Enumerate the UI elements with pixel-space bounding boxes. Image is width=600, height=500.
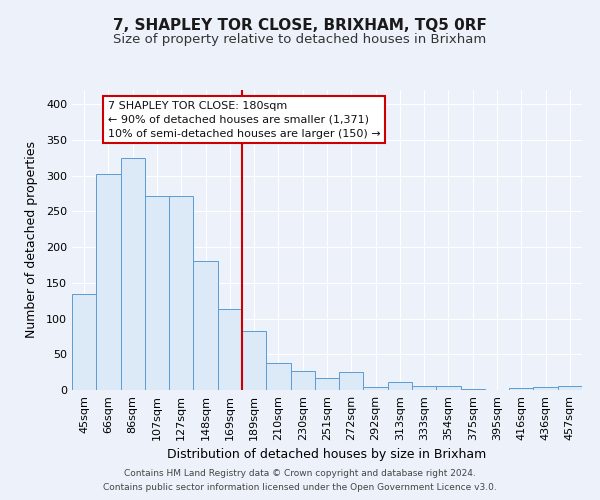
Bar (169, 196, 193, 390)
Bar (145, 196, 169, 390)
Bar (436, 386, 461, 390)
X-axis label: Distribution of detached houses by size in Brixham: Distribution of detached houses by size … (167, 448, 487, 462)
Bar (96, 174, 121, 390)
Bar (388, 382, 412, 390)
Bar (266, 363, 290, 390)
Bar (72, 294, 96, 390)
Bar (412, 386, 436, 390)
Bar (193, 260, 218, 390)
Text: 7 SHAPLEY TOR CLOSE: 180sqm
← 90% of detached houses are smaller (1,371)
10% of : 7 SHAPLEY TOR CLOSE: 180sqm ← 90% of det… (108, 100, 380, 138)
Bar (242, 330, 266, 390)
Text: Size of property relative to detached houses in Brixham: Size of property relative to detached ho… (113, 32, 487, 46)
Bar (533, 387, 558, 390)
Y-axis label: Number of detached properties: Number of detached properties (25, 142, 38, 338)
Bar (315, 378, 339, 390)
Bar (339, 372, 364, 390)
Text: 7, SHAPLEY TOR CLOSE, BRIXHAM, TQ5 0RF: 7, SHAPLEY TOR CLOSE, BRIXHAM, TQ5 0RF (113, 18, 487, 32)
Text: Contains public sector information licensed under the Open Government Licence v3: Contains public sector information licen… (103, 484, 497, 492)
Bar (218, 310, 242, 390)
Bar (558, 386, 582, 390)
Bar (364, 387, 388, 390)
Bar (509, 388, 533, 390)
Bar (290, 370, 315, 390)
Bar (121, 158, 145, 390)
Text: Contains HM Land Registry data © Crown copyright and database right 2024.: Contains HM Land Registry data © Crown c… (124, 468, 476, 477)
